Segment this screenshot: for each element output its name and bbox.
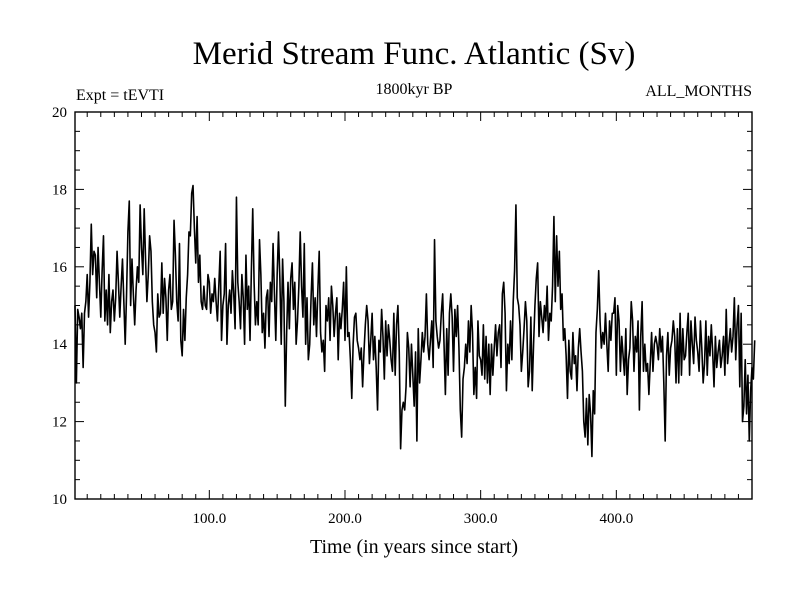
plot-frame — [74, 111, 753, 500]
x-tick-label: 300.0 — [464, 511, 498, 527]
x-tick-label: 400.0 — [599, 511, 633, 527]
y-tick-label: 12 — [52, 415, 67, 431]
y-tick-labels: 10 12 14 16 18 20 — [52, 105, 68, 508]
y-tick-label: 14 — [52, 337, 68, 353]
x-tick-label: 200.0 — [328, 511, 362, 527]
chart-title: Merid Stream Func. Atlantic (Sv) — [193, 36, 636, 72]
series-line — [74, 184, 756, 458]
y-tick-label: 10 — [52, 492, 67, 508]
period-label: 1800kyr BP — [376, 81, 453, 98]
y-tick-label: 16 — [52, 260, 68, 276]
x-tick-labels: 100.0 200.0 300.0 400.0 — [192, 511, 633, 527]
x-axis-label: Time (in years since start) — [310, 536, 518, 558]
experiment-label: Expt = tEVTI — [76, 87, 164, 104]
y-tick-label: 20 — [52, 105, 67, 121]
months-label: ALL_MONTHS — [645, 83, 752, 100]
x-tick-label: 100.0 — [192, 511, 226, 527]
y-tick-label: 18 — [52, 182, 67, 198]
